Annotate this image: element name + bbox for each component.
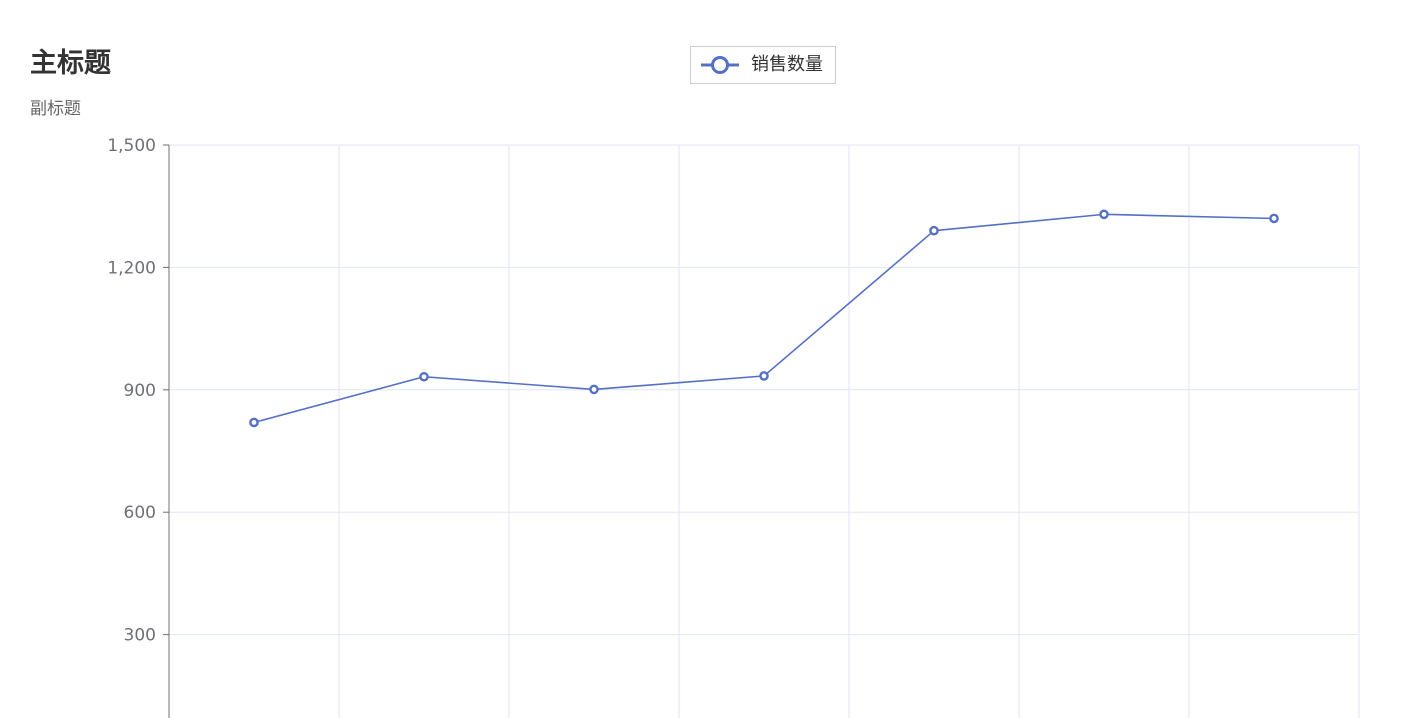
data-point xyxy=(929,225,939,236)
data-point xyxy=(759,371,769,381)
chart-subtitle: 副标题 xyxy=(30,99,81,119)
series-line xyxy=(253,213,1275,424)
data-point xyxy=(249,417,259,428)
legend-item-sales[interactable]: 销售数量 xyxy=(690,46,836,84)
data-point xyxy=(589,384,599,395)
y-tick-label: 1,200 xyxy=(107,258,156,278)
data-point xyxy=(419,371,429,382)
legend-line-circle-icon xyxy=(701,56,739,74)
data-point xyxy=(1269,213,1279,224)
data-point xyxy=(1099,209,1109,220)
y-tick-label: 900 xyxy=(124,381,156,401)
y-tick-label: 1,500 xyxy=(107,136,156,156)
y-tick-label: 300 xyxy=(124,626,156,646)
legend-label: 销售数量 xyxy=(751,54,823,75)
y-tick-label: 600 xyxy=(124,503,156,523)
chart-title: 主标题 xyxy=(30,48,111,79)
